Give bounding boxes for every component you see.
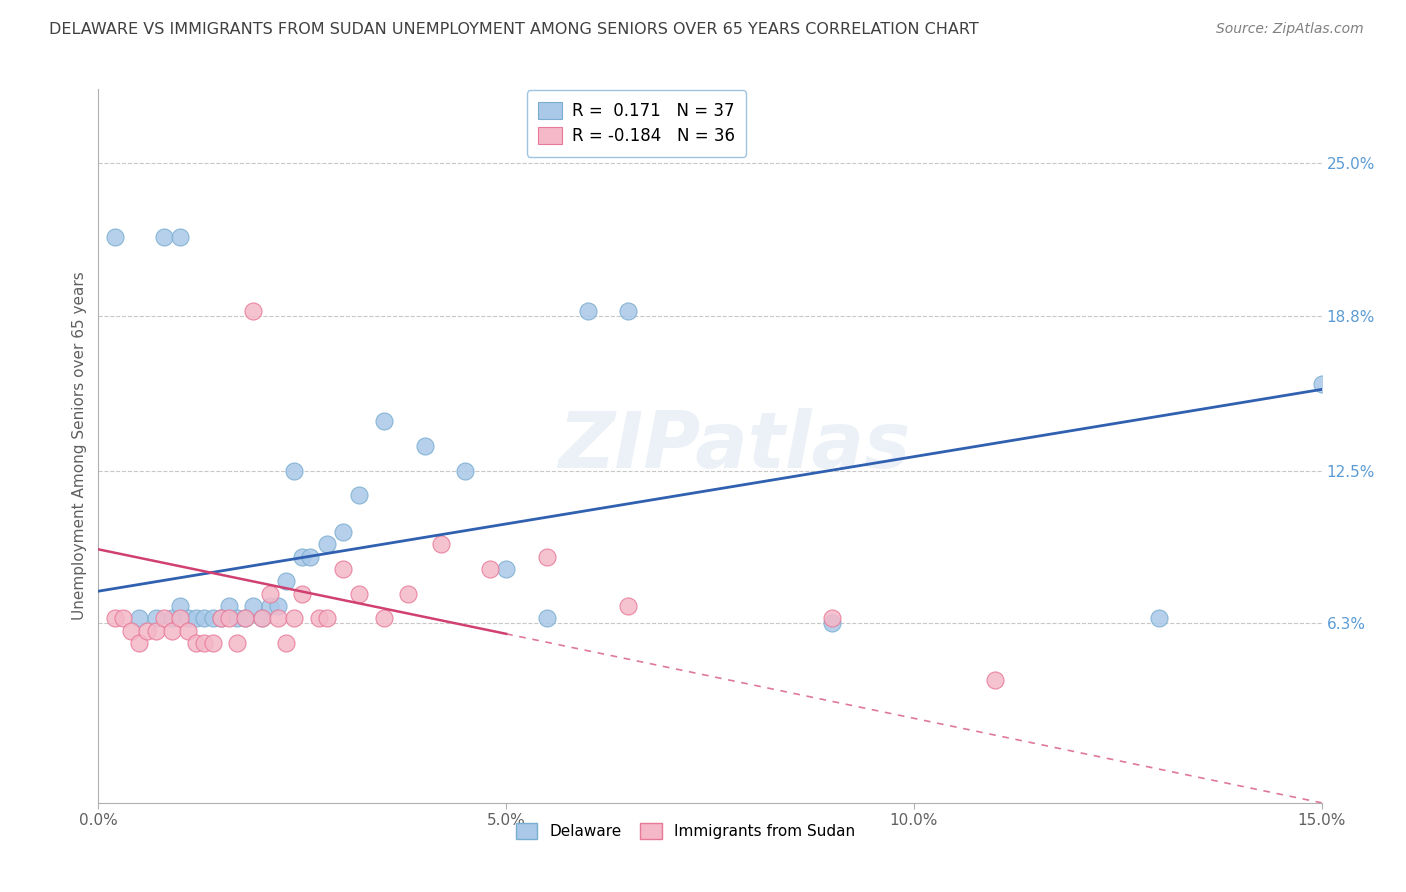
Point — [169, 599, 191, 613]
Point — [259, 587, 281, 601]
Point — [308, 611, 330, 625]
Point — [291, 587, 314, 601]
Point — [152, 230, 174, 244]
Point — [267, 599, 290, 613]
Point — [201, 636, 224, 650]
Point — [315, 537, 337, 551]
Point — [274, 636, 297, 650]
Point — [454, 464, 477, 478]
Text: ZIPatlas: ZIPatlas — [558, 408, 911, 484]
Point — [120, 624, 142, 638]
Point — [128, 611, 150, 625]
Point — [373, 611, 395, 625]
Point — [209, 611, 232, 625]
Point — [145, 624, 167, 638]
Point — [349, 488, 371, 502]
Point — [186, 611, 208, 625]
Point — [536, 611, 558, 625]
Point — [160, 611, 183, 625]
Point — [209, 611, 232, 625]
Text: DELAWARE VS IMMIGRANTS FROM SUDAN UNEMPLOYMENT AMONG SENIORS OVER 65 YEARS CORRE: DELAWARE VS IMMIGRANTS FROM SUDAN UNEMPL… — [49, 22, 979, 37]
Point — [250, 611, 273, 625]
Point — [145, 611, 167, 625]
Point — [299, 549, 322, 564]
Point — [617, 599, 640, 613]
Point — [104, 230, 127, 244]
Text: Source: ZipAtlas.com: Source: ZipAtlas.com — [1216, 22, 1364, 37]
Point — [430, 537, 453, 551]
Point — [1310, 377, 1333, 392]
Point — [373, 414, 395, 428]
Point — [169, 230, 191, 244]
Point — [233, 611, 256, 625]
Point — [821, 611, 844, 625]
Legend: Delaware, Immigrants from Sudan: Delaware, Immigrants from Sudan — [510, 817, 860, 845]
Point — [218, 611, 240, 625]
Point — [111, 611, 134, 625]
Point — [315, 611, 337, 625]
Point — [193, 636, 215, 650]
Point — [332, 525, 354, 540]
Point — [226, 636, 249, 650]
Point — [283, 611, 305, 625]
Point — [283, 464, 305, 478]
Point — [169, 611, 191, 625]
Point — [104, 611, 127, 625]
Y-axis label: Unemployment Among Seniors over 65 years: Unemployment Among Seniors over 65 years — [72, 272, 87, 620]
Point — [349, 587, 371, 601]
Point — [576, 303, 599, 318]
Point — [478, 562, 501, 576]
Point — [177, 624, 200, 638]
Point — [242, 303, 264, 318]
Point — [250, 611, 273, 625]
Point — [332, 562, 354, 576]
Point — [201, 611, 224, 625]
Point — [536, 549, 558, 564]
Point — [242, 599, 264, 613]
Point — [233, 611, 256, 625]
Point — [274, 574, 297, 589]
Point — [193, 611, 215, 625]
Point — [177, 611, 200, 625]
Point — [152, 611, 174, 625]
Point — [1147, 611, 1170, 625]
Point — [136, 624, 159, 638]
Point — [291, 549, 314, 564]
Point — [267, 611, 290, 625]
Point — [984, 673, 1007, 687]
Point — [186, 636, 208, 650]
Point — [160, 624, 183, 638]
Point — [259, 599, 281, 613]
Point — [821, 616, 844, 631]
Point — [396, 587, 419, 601]
Point — [226, 611, 249, 625]
Point — [495, 562, 517, 576]
Point — [128, 636, 150, 650]
Point — [218, 599, 240, 613]
Point — [413, 439, 436, 453]
Point — [617, 303, 640, 318]
